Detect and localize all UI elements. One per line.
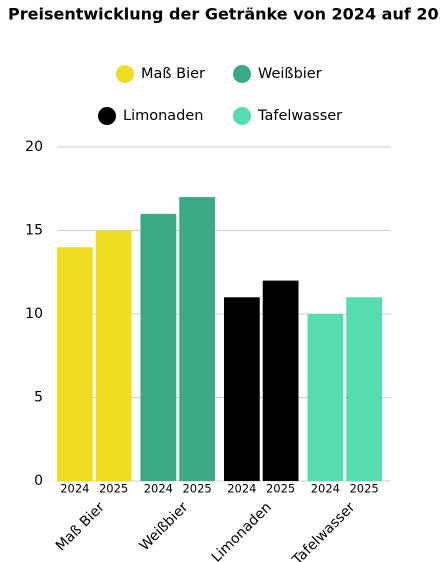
bar — [346, 297, 382, 481]
bar — [95, 230, 132, 481]
legend-swatch — [233, 65, 251, 83]
series-label: 2024 — [227, 482, 256, 496]
legend-label: Maß Bier — [141, 66, 205, 82]
series-label: 2025 — [266, 482, 295, 496]
x-tick-label: Weißbier — [137, 499, 192, 554]
series-label: 2025 — [182, 482, 211, 496]
bar — [140, 213, 177, 482]
bar — [179, 197, 215, 481]
bar — [57, 247, 93, 481]
legend-swatch — [233, 107, 251, 125]
legend-label: Tafelwasser — [257, 108, 342, 124]
series-label: 2024 — [311, 482, 340, 496]
bar — [224, 297, 260, 481]
y-tick-label: 10 — [25, 306, 43, 322]
series-label: 2025 — [99, 482, 128, 496]
y-tick-label: 20 — [25, 139, 43, 155]
series-label: 2025 — [349, 482, 378, 496]
bar — [262, 280, 299, 481]
y-tick-label: 5 — [34, 390, 43, 406]
legend-swatch — [98, 107, 116, 125]
series-label: 2024 — [60, 482, 89, 496]
bar — [307, 314, 344, 481]
chart-title: Preisentwicklung der Getränke von 2024 a… — [8, 5, 440, 24]
series-label: 2024 — [144, 482, 173, 496]
legend-label: Weißbier — [258, 66, 322, 82]
legend-swatch — [116, 65, 134, 83]
legend-label: Limonaden — [123, 108, 204, 124]
y-tick-label: 15 — [25, 223, 43, 239]
y-tick-label: 0 — [34, 473, 43, 489]
x-tick-label: Maß Bier — [53, 499, 108, 554]
x-tick-label: Tafelwasser — [289, 499, 359, 562]
x-tick-label: Limonaden — [209, 499, 275, 562]
